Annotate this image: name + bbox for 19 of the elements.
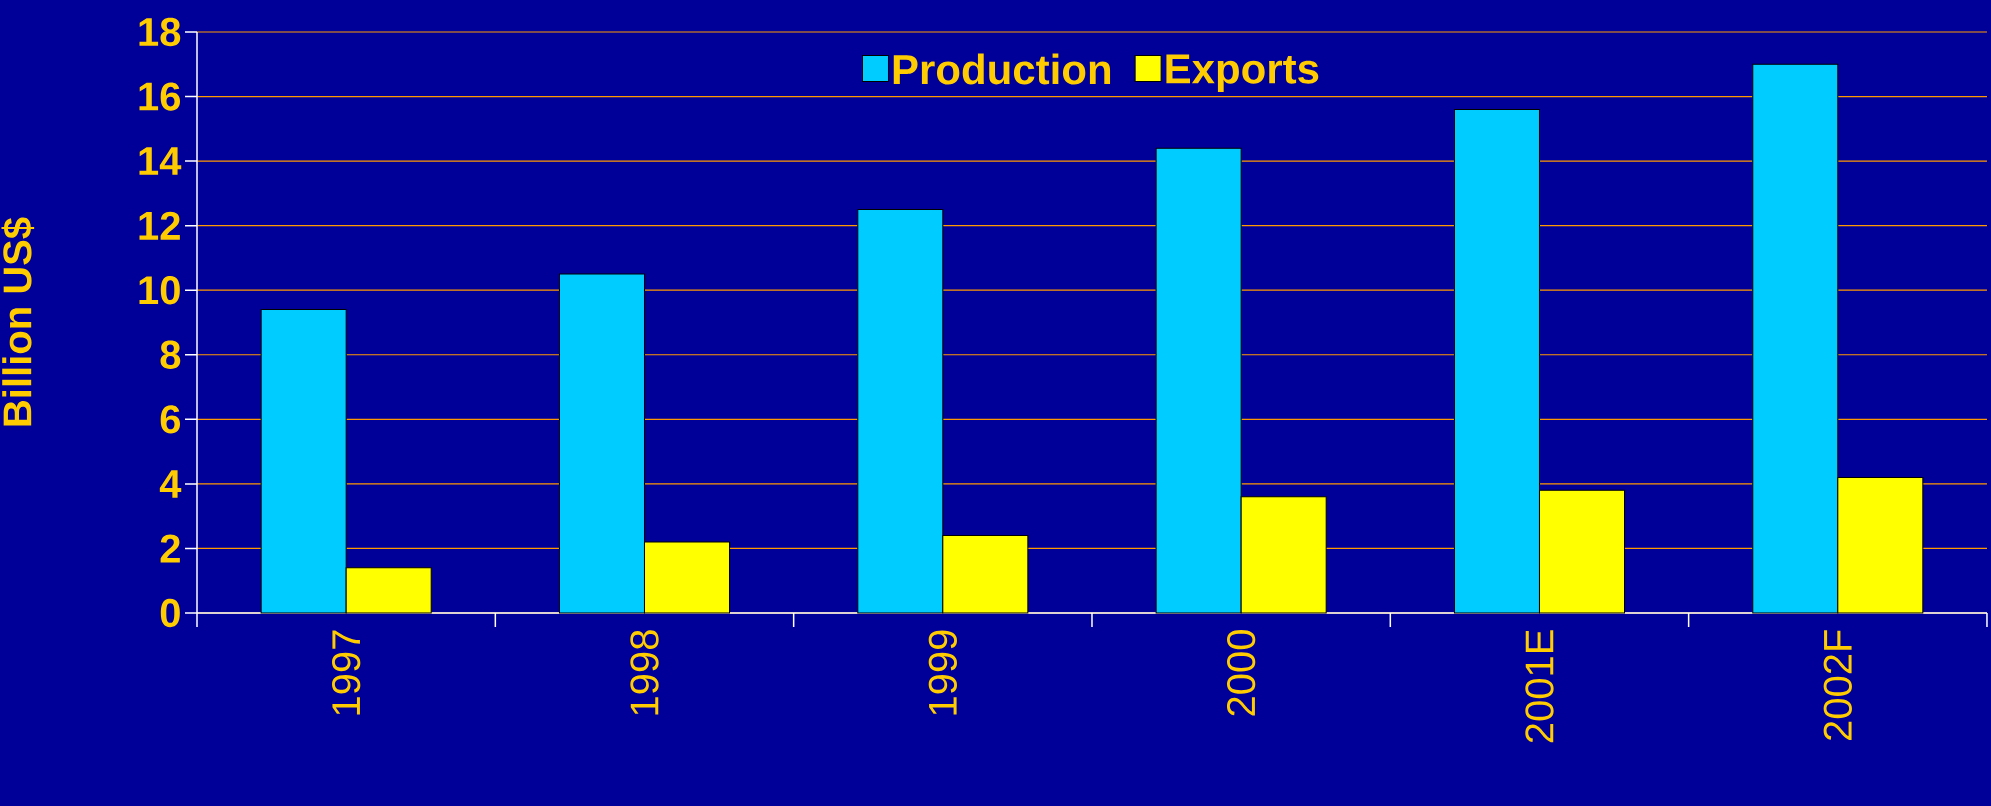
x-tick-label: 2001E xyxy=(1525,630,1554,743)
x-tick-label: 2000 xyxy=(1226,630,1256,716)
y-tick-label: 10 xyxy=(139,276,180,305)
y-tick-label: 0 xyxy=(160,598,180,628)
y-tick-label: 14 xyxy=(139,147,182,175)
y-tick-label: 6 xyxy=(160,405,181,434)
x-tick-label: 1999 xyxy=(928,630,957,715)
x-tick-label: 1997 xyxy=(332,630,361,715)
y-tick-label: 16 xyxy=(139,82,181,111)
x-tick-label: 1998 xyxy=(630,630,659,715)
y-tick-label: 12 xyxy=(139,211,180,240)
y-tick-label: 2 xyxy=(160,534,180,563)
y-axis-title: Billion US$ xyxy=(1,217,35,426)
y-tick-label: 18 xyxy=(139,17,181,47)
y-tick-label: 8 xyxy=(160,340,181,369)
legend-label: Exports xyxy=(1166,54,1319,93)
y-tick-label: 4 xyxy=(159,470,182,498)
legend-label: Production xyxy=(893,53,1111,85)
x-tick-label: 2002F xyxy=(1823,630,1852,740)
